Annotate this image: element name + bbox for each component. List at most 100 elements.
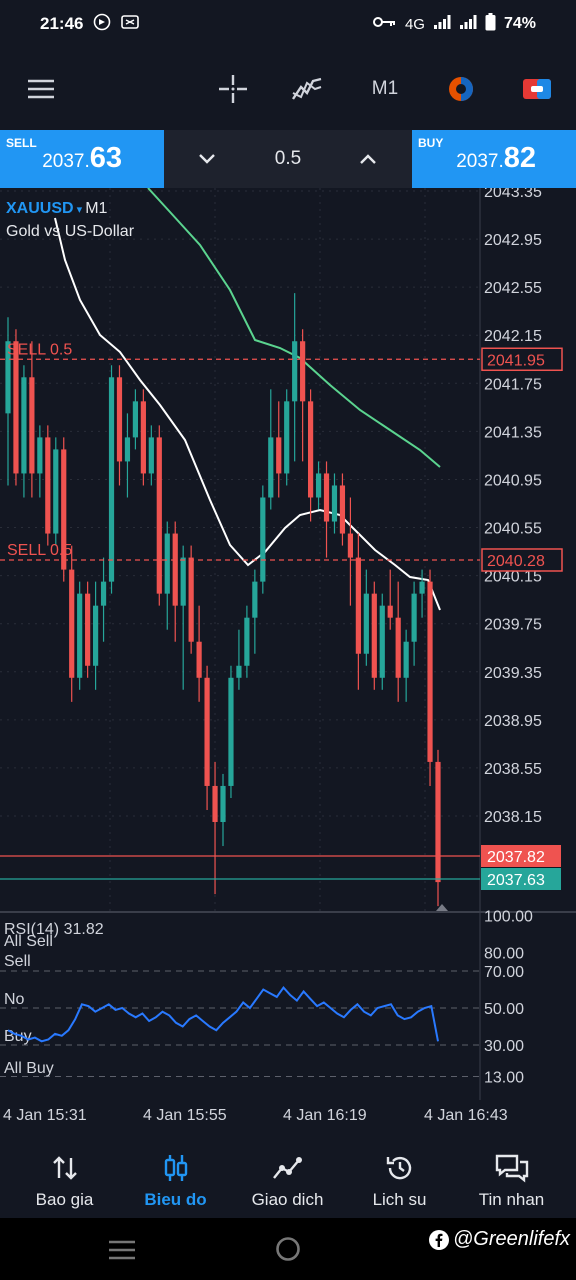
price-tick-label: 2038.55 — [484, 761, 542, 778]
candle-body — [172, 533, 178, 606]
symbol-name: XAUUSD — [6, 200, 74, 217]
nav-quotes-label: Bao gia — [35, 1190, 94, 1209]
candle-body — [53, 449, 59, 534]
candle-body — [387, 605, 393, 618]
price-tick-label: 2040.95 — [484, 472, 542, 489]
nav-trade[interactable]: Giao dich — [230, 1140, 345, 1218]
chart-toolbar: M1 — [0, 60, 576, 118]
lot-decrease-button[interactable] — [182, 130, 232, 188]
candle-body — [85, 593, 91, 666]
candle-body — [435, 761, 441, 883]
candle-body — [260, 497, 266, 582]
price-tick-label: 2042.95 — [484, 232, 542, 249]
price-tick-label: 2039.35 — [484, 665, 542, 682]
candle-body — [29, 377, 35, 474]
trade-mode-button[interactable] — [514, 60, 560, 118]
candle-body — [292, 341, 298, 402]
recent-apps-button[interactable] — [108, 1240, 136, 1260]
candle-body — [148, 437, 154, 474]
chevron-up-icon — [360, 154, 376, 164]
indicators-button[interactable] — [284, 60, 330, 118]
price-tick-label: 2041.75 — [484, 376, 542, 393]
rsi-zone-label: All Buy — [4, 1060, 54, 1077]
sell-order-label: SELL 0.5 — [7, 542, 72, 559]
timeframe-label: M1 — [371, 78, 399, 99]
buy-price-pips: 82 — [503, 142, 536, 174]
candle-body — [204, 677, 210, 786]
sell-button[interactable]: SELL 2037.63 — [0, 130, 164, 188]
candle-body — [37, 437, 43, 474]
candle-body — [300, 341, 306, 402]
menu-button[interactable] — [18, 60, 64, 118]
nav-history[interactable]: Lich su — [342, 1140, 457, 1218]
candle-body — [13, 341, 19, 474]
timeframe-button[interactable]: M1 — [362, 60, 408, 118]
time-axis-label: 4 Jan 16:19 — [283, 1107, 367, 1124]
candle-body — [156, 437, 162, 594]
candle-body — [77, 593, 83, 678]
history-icon — [386, 1156, 411, 1180]
network-type: 4G — [404, 15, 425, 33]
chart-color-icon — [449, 77, 473, 101]
nav-quotes[interactable]: Bao gia — [7, 1140, 122, 1218]
facebook-icon — [428, 1229, 449, 1250]
nav-messages-label: Tin nhan — [478, 1190, 545, 1209]
candle-body — [331, 485, 338, 522]
crosshair-button[interactable] — [210, 60, 256, 118]
candle-body — [284, 401, 290, 474]
candle-body — [244, 617, 250, 666]
buy-label: BUY — [418, 136, 444, 150]
signal-icon — [433, 14, 451, 34]
order-price-tag — [481, 347, 563, 372]
rsi-zone-label: Sell — [4, 953, 31, 970]
home-button[interactable] — [275, 1236, 301, 1262]
price-tick-label: 2043.35 — [484, 188, 542, 201]
time-axis-label: 4 Jan 15:31 — [3, 1107, 87, 1124]
bottom-nav: Bao gia Bieu do Giao dich Lich su Tin nh… — [0, 1140, 576, 1218]
price-chart[interactable]: 2043.35 2042.95 2042.55 2042.15 2041.75 2041.… — [0, 188, 576, 1128]
candle-body — [379, 605, 385, 678]
candle-body — [140, 401, 146, 474]
rsi-tick-label: 80.00 — [484, 946, 524, 963]
candle-body — [69, 569, 75, 678]
candle-body — [100, 581, 107, 606]
nav-chart[interactable]: Bieu do — [118, 1140, 233, 1218]
symbol-header[interactable]: XAUUSD ▾ M1 — [6, 200, 108, 217]
time-axis-label: 4 Jan 16:43 — [424, 1107, 508, 1124]
candle-body — [323, 473, 330, 522]
candle-body — [371, 593, 377, 678]
price-tick-label: 2042.55 — [484, 280, 542, 297]
candle-body — [276, 437, 282, 474]
order-price-tag — [481, 548, 563, 572]
status-time: 21:46 — [40, 14, 84, 33]
sell-order-label: SELL 0.5 — [7, 341, 72, 358]
trade-icon — [272, 1157, 302, 1179]
bid-price-tag — [481, 868, 561, 890]
rsi-tick-label: 100.00 — [484, 909, 533, 926]
price-tick-label: 2040.15 — [484, 569, 542, 586]
buy-button[interactable]: BUY 2037.82 — [412, 130, 576, 188]
candle-body — [339, 485, 346, 534]
candle-body — [228, 677, 234, 786]
signal-2-icon — [459, 14, 477, 34]
candle-body — [236, 665, 242, 678]
lot-size-input[interactable]: 0.5 — [274, 148, 302, 169]
candle-body — [411, 593, 417, 642]
candle-body — [307, 401, 314, 498]
candlestick-icon — [164, 1155, 187, 1181]
trade-bar: SELL 2037.63 0.5 BUY 2037.82 — [0, 130, 576, 188]
sell-price: 2037.63 — [42, 142, 122, 175]
quotes-icon — [52, 1156, 77, 1180]
candle-body — [355, 557, 361, 654]
order-price-label: 2041.95 — [487, 352, 545, 369]
candle-body — [347, 533, 354, 558]
nav-messages[interactable]: Tin nhan — [454, 1140, 569, 1218]
candle-body — [108, 377, 115, 582]
candle-body — [315, 473, 322, 498]
theme-button[interactable] — [438, 60, 484, 118]
candle-body — [164, 533, 170, 594]
candle-body — [220, 785, 226, 823]
candle-body — [124, 437, 131, 462]
lot-increase-button[interactable] — [343, 130, 393, 188]
messages-icon — [495, 1154, 528, 1183]
